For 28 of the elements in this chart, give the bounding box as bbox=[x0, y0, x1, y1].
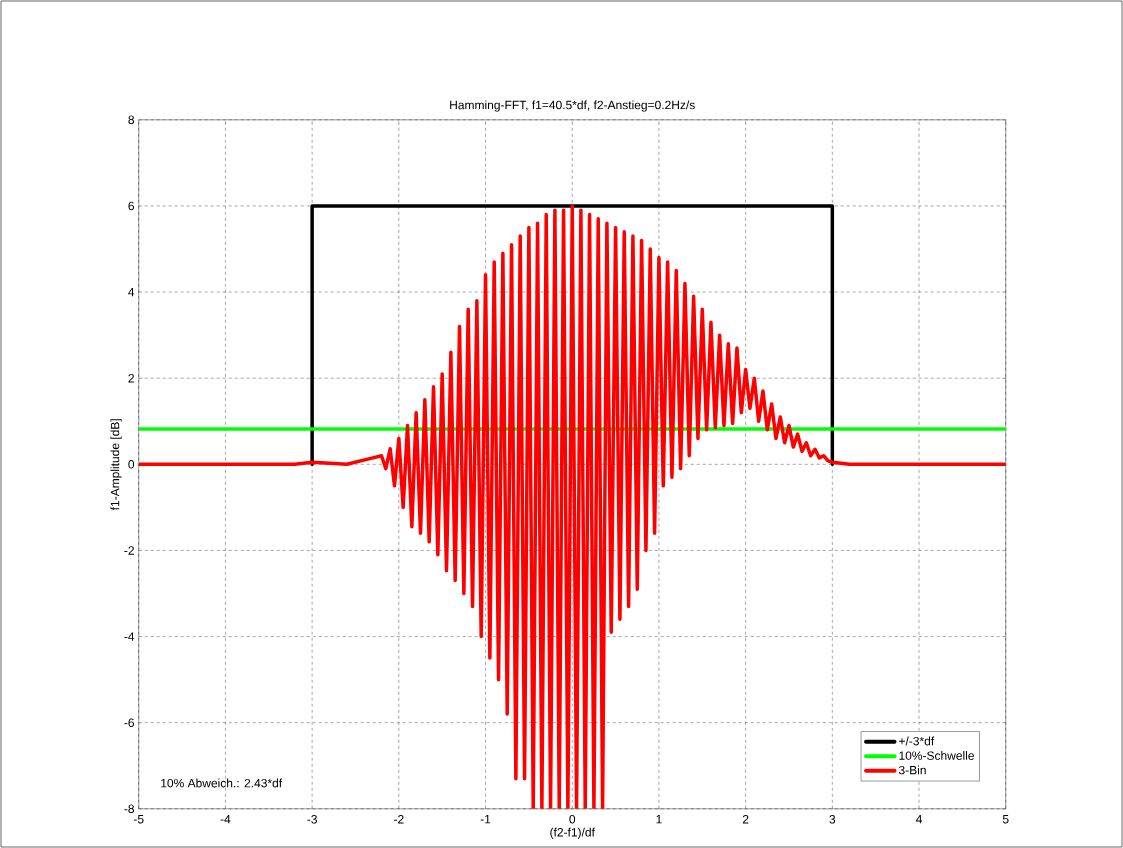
x-tick-label: 0 bbox=[569, 815, 576, 824]
line-series bbox=[138, 204, 1006, 809]
x-tick-label: -1 bbox=[480, 815, 491, 824]
y-tick-label: 4 bbox=[128, 287, 135, 297]
y-axis-title: f1-Amplitude [dB] bbox=[110, 419, 122, 511]
y-tick-label: -4 bbox=[124, 632, 135, 641]
x-tick-label: 3 bbox=[829, 815, 836, 824]
y-tick-label: -2 bbox=[124, 546, 134, 555]
y-tick-label: 2 bbox=[128, 374, 134, 383]
x-tick-label: 2 bbox=[742, 815, 749, 824]
x-tick-label: -3 bbox=[307, 815, 317, 824]
x-tick-label: 4 bbox=[915, 815, 923, 824]
y-tick-label: -8 bbox=[124, 804, 134, 814]
x-axis-title: (f2-f1)/df bbox=[550, 827, 595, 839]
legend-label: 3-Bin bbox=[898, 765, 926, 775]
x-tick-label: -5 bbox=[133, 815, 144, 824]
legend-label: +/-3*df bbox=[899, 736, 935, 746]
legend-label: 10%-Schwelle bbox=[899, 751, 974, 760]
annotation: 10% Abweich.: 2.43*df bbox=[161, 778, 283, 788]
x-tick-label: 5 bbox=[1002, 815, 1009, 824]
x-tick-label: 1 bbox=[656, 815, 662, 824]
x-tick-label: -4 bbox=[220, 815, 231, 824]
y-tick-label: 0 bbox=[128, 460, 135, 469]
x-tick-label: -2 bbox=[394, 815, 404, 824]
y-tick-label: 8 bbox=[128, 115, 134, 125]
chart-title: Hamming-FFT, f1=40.5*df, f2-Anstieg=0.2Hz/s bbox=[450, 100, 695, 112]
y-tick-label: -6 bbox=[124, 718, 134, 727]
y-tick-label: 6 bbox=[128, 201, 134, 211]
